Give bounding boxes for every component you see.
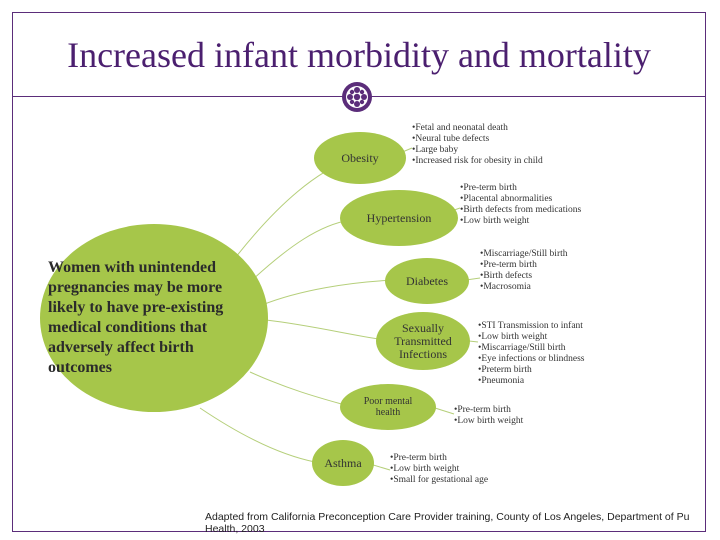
- list-item: Miscarriage/Still birth: [480, 249, 567, 260]
- list-item: Birth defects: [480, 271, 568, 282]
- list-item: Pre-term birth: [390, 453, 488, 464]
- list-item: Pneumonia: [478, 376, 585, 387]
- oval-diabetes: Diabetes: [385, 258, 469, 304]
- list-item: Eye infections or blindness: [478, 354, 584, 365]
- list-item: STI Transmission to infant: [478, 321, 585, 332]
- obesity-effects: Fetal and neonatal death Neural tube def…: [412, 123, 543, 167]
- sti-label: Sexually Transmitted Infections: [394, 320, 452, 361]
- diabetes-label: Diabetes: [406, 273, 448, 288]
- list-item: Birth defects from medications: [460, 205, 581, 216]
- list-item: Low birth weight: [454, 416, 523, 427]
- connector-mental: [249, 371, 346, 406]
- main-oval-label: Women with unintended pregnancies may be…: [48, 259, 224, 376]
- list-item: Placental abnormalities: [460, 194, 581, 205]
- slide-frame: [12, 12, 706, 532]
- list-item: Low birth weight: [390, 464, 488, 475]
- list-item: Pre-term birth: [480, 260, 568, 271]
- list-item: Neural tube defects: [412, 134, 543, 145]
- oval-poor-mental-health: Poor mental health: [340, 384, 436, 430]
- connector-mental-effects: [434, 407, 455, 415]
- list-item: Increased risk for obesity in child: [412, 156, 542, 167]
- diabetes-effects: Miscarriage/Still birth Pre-term birth B…: [480, 249, 568, 293]
- poor-mental-health-label: Poor mental health: [363, 396, 413, 418]
- main-oval: Women with unintended pregnancies may be…: [40, 224, 268, 412]
- list-item: Low birth weight: [460, 216, 581, 227]
- hypertension-label: Hypertension: [366, 210, 432, 225]
- obesity-label: Obesity: [341, 150, 379, 165]
- citation-line-1: Adapted from California Preconception Ca…: [205, 511, 690, 523]
- connector-diabetes: [261, 279, 396, 306]
- flower-emblem-icon: [342, 82, 372, 112]
- oval-hypertension: Hypertension: [340, 190, 458, 246]
- connector-hypertension: [249, 219, 351, 283]
- sti-effects: STI Transmission to infant Low birth wei…: [478, 321, 585, 387]
- list-item: Pre-term birth: [454, 405, 523, 416]
- connector-sti: [265, 319, 386, 341]
- list-item: Large baby: [412, 145, 543, 156]
- hypertension-effects: Pre-term birth Placental abnormalities B…: [460, 183, 581, 227]
- connector-asthma: [199, 407, 316, 463]
- poor-mental-health-effects: Pre-term birth Low birth weight: [454, 405, 523, 427]
- list-item: Pre-term birth: [460, 183, 581, 194]
- list-item: Small for gestational age: [390, 475, 488, 486]
- slide-title: Increased infant morbidity and mortality: [67, 35, 651, 75]
- oval-obesity: Obesity: [314, 132, 406, 184]
- source-citation: Adapted from California Preconception Ca…: [205, 511, 689, 535]
- asthma-label: Asthma: [324, 455, 362, 470]
- oval-asthma: Asthma: [312, 440, 374, 486]
- list-item: Preterm birth: [478, 365, 585, 376]
- list-item: Macrosomia: [480, 282, 568, 293]
- list-item: Low birth weight: [478, 332, 585, 343]
- list-item: Fetal and neonatal death: [412, 123, 543, 134]
- asthma-effects: Pre-term birth Low birth weight Small fo…: [390, 453, 488, 486]
- list-item: Miscarriage/Still birth: [478, 343, 585, 354]
- oval-sti: Sexually Transmitted Infections: [376, 312, 470, 370]
- citation-line-2: Health, 2003: [205, 523, 265, 535]
